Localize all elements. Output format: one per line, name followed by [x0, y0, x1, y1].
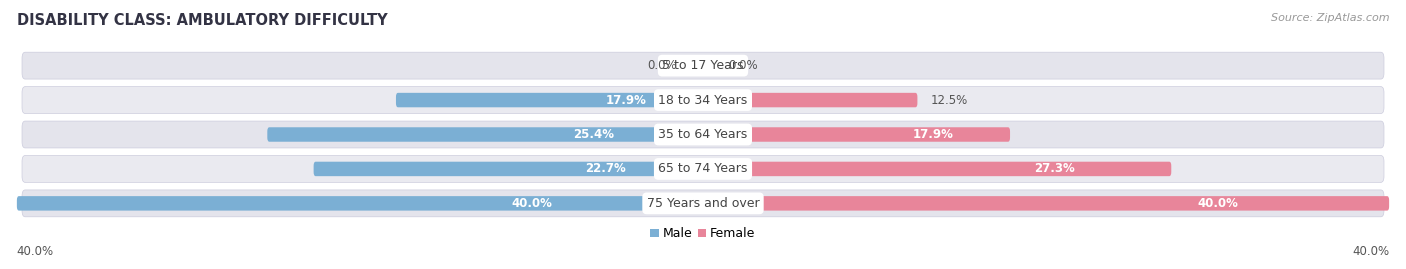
FancyBboxPatch shape	[22, 87, 1384, 114]
FancyBboxPatch shape	[703, 162, 1171, 176]
Text: 40.0%: 40.0%	[1353, 245, 1389, 258]
FancyBboxPatch shape	[17, 196, 703, 211]
FancyBboxPatch shape	[267, 127, 703, 142]
Text: 65 to 74 Years: 65 to 74 Years	[658, 162, 748, 175]
Text: 12.5%: 12.5%	[931, 94, 969, 107]
Text: 17.9%: 17.9%	[606, 94, 647, 107]
Text: DISABILITY CLASS: AMBULATORY DIFFICULTY: DISABILITY CLASS: AMBULATORY DIFFICULTY	[17, 13, 388, 29]
Text: 0.0%: 0.0%	[648, 59, 678, 72]
Legend: Male, Female: Male, Female	[645, 222, 761, 245]
FancyBboxPatch shape	[22, 190, 1384, 217]
FancyBboxPatch shape	[22, 52, 1384, 79]
Text: 22.7%: 22.7%	[585, 162, 626, 175]
FancyBboxPatch shape	[703, 93, 917, 107]
FancyBboxPatch shape	[396, 93, 703, 107]
Text: Source: ZipAtlas.com: Source: ZipAtlas.com	[1271, 13, 1389, 23]
Text: 0.0%: 0.0%	[728, 59, 758, 72]
Text: 35 to 64 Years: 35 to 64 Years	[658, 128, 748, 141]
FancyBboxPatch shape	[22, 121, 1384, 148]
Text: 40.0%: 40.0%	[17, 245, 53, 258]
FancyBboxPatch shape	[703, 196, 1389, 211]
Text: 75 Years and over: 75 Years and over	[647, 197, 759, 210]
Text: 18 to 34 Years: 18 to 34 Years	[658, 94, 748, 107]
FancyBboxPatch shape	[314, 162, 703, 176]
Text: 5 to 17 Years: 5 to 17 Years	[662, 59, 744, 72]
Text: 27.3%: 27.3%	[1033, 162, 1074, 175]
FancyBboxPatch shape	[703, 127, 1010, 142]
Text: 25.4%: 25.4%	[574, 128, 614, 141]
Text: 40.0%: 40.0%	[510, 197, 553, 210]
Text: 40.0%: 40.0%	[1197, 197, 1239, 210]
Text: 17.9%: 17.9%	[912, 128, 953, 141]
FancyBboxPatch shape	[22, 155, 1384, 182]
